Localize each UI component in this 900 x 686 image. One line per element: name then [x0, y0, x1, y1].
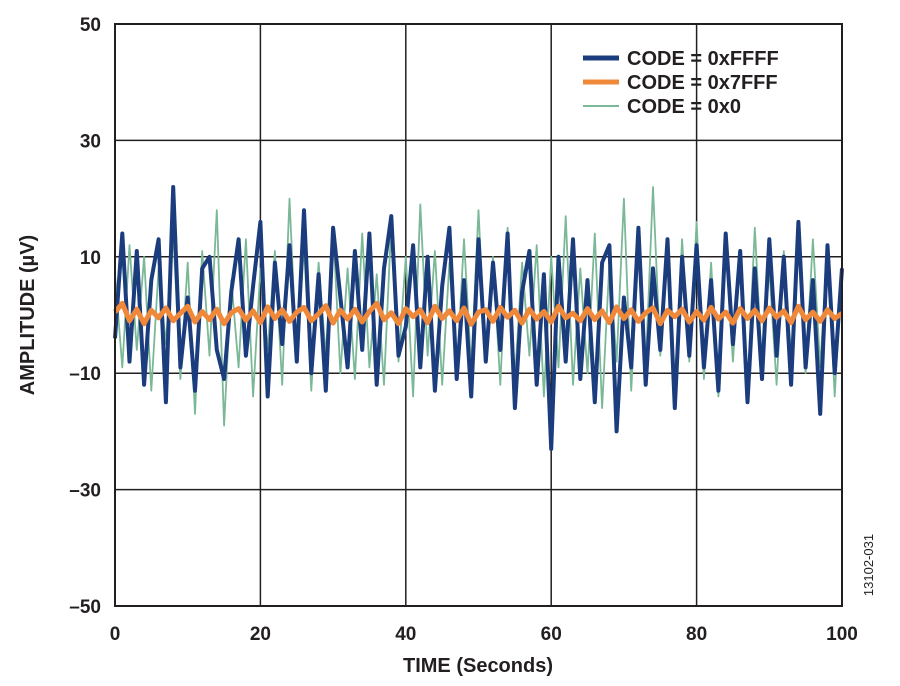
- series-lines: [113, 185, 844, 451]
- plot-frame: [114, 23, 843, 607]
- y-tick-label-1: 30: [80, 131, 101, 152]
- series-line-2: [114, 186, 843, 427]
- legend-label-0: CODE = 0xFFFF: [627, 48, 779, 70]
- series-line-0: [113, 185, 844, 451]
- y-tick-label-3: –10: [69, 364, 101, 385]
- y-tick-labels: 50 30 10 –10 –30 –50: [69, 15, 101, 618]
- x-tick-label-2: 40: [395, 624, 416, 645]
- x-tick-label-5: 100: [826, 624, 858, 645]
- x-tick-label-4: 80: [686, 624, 707, 645]
- series-line-1: [113, 300, 844, 327]
- y-tick-label-5: –50: [69, 597, 101, 618]
- legend-label-2: CODE = 0x0: [627, 96, 741, 118]
- x-tick-labels: 0 20 40 60 80 100: [110, 624, 858, 645]
- x-axis-label: TIME (Seconds): [403, 655, 553, 677]
- x-tick-label-0: 0: [110, 624, 121, 645]
- y-axis-label: AMPLITUDE (µV): [17, 235, 39, 395]
- y-tick-label-0: 50: [80, 15, 101, 36]
- legend-label-1: CODE = 0x7FFF: [627, 72, 778, 94]
- y-tick-label-4: –30: [69, 481, 101, 502]
- y-tick-label-2: 10: [80, 248, 101, 269]
- x-tick-label-3: 60: [541, 624, 562, 645]
- x-tick-label-1: 20: [250, 624, 271, 645]
- figure-id: 13102-031: [861, 534, 876, 596]
